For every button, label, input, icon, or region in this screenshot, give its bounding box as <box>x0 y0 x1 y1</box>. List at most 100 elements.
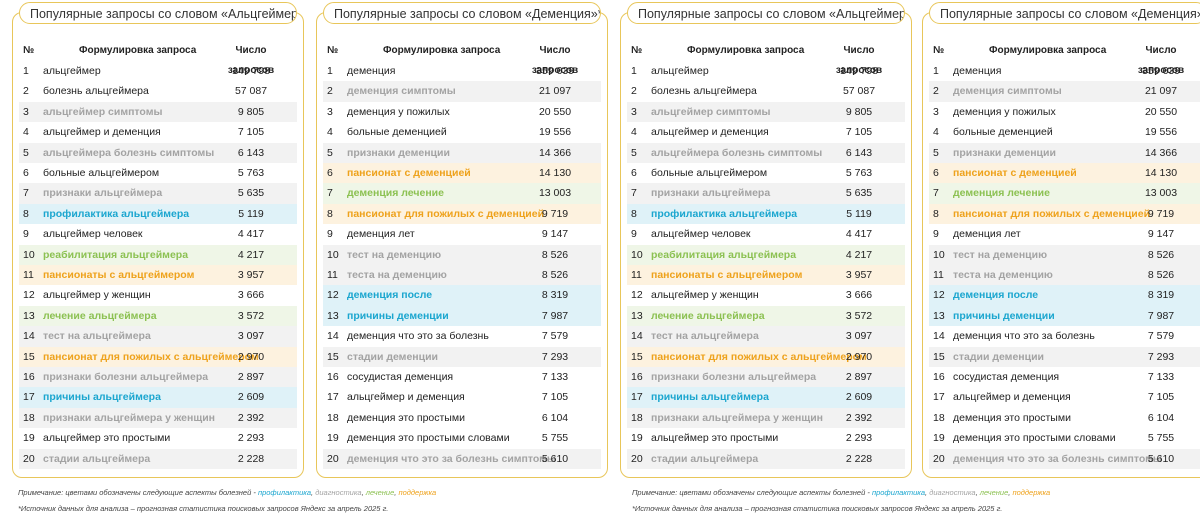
table-row: 16 признаки болезни альцгеймера 2 897 <box>627 367 905 388</box>
legend-part: диагностика <box>315 488 362 497</box>
table-row: 8 профилактика альцгеймера 5 119 <box>627 203 905 225</box>
header-cell: Формулировка запроса <box>79 45 197 56</box>
query-count: 7 105 <box>1147 391 1175 404</box>
query-count: 359 639 <box>536 65 574 77</box>
query-text: пансионаты с альцгеймером <box>43 269 195 281</box>
table-row: 6 больные альцгеймером 5 763 <box>19 163 297 183</box>
table-row: 17 причины альцгеймера 2 609 <box>19 387 297 408</box>
row-number: 8 <box>23 207 29 220</box>
table-row: 5 альцгеймера болезнь симптомы 6 143 <box>19 142 297 163</box>
query-text: теста на деменцию <box>953 269 1053 281</box>
query-count: 2 609 <box>845 391 873 404</box>
table-row: 10 тест на деменцию 8 526 <box>929 244 1200 265</box>
row-number: 20 <box>933 452 945 465</box>
query-text: признаки болезни альцгеймера <box>43 371 209 383</box>
query-count: 2 293 <box>845 432 873 445</box>
header-row: № Формулировка запроса Число запросов <box>627 41 905 76</box>
query-text: альцгеймера болезнь симптомы <box>43 146 215 159</box>
query-text: деменция у пожилых <box>347 105 450 118</box>
legend-part: , <box>925 488 930 497</box>
row-number: 11 <box>327 269 338 281</box>
row-number: 18 <box>23 411 35 424</box>
header-cell: Число запросов <box>227 45 275 76</box>
row-number: 5 <box>23 146 29 159</box>
query-text: тест на альцгеймера <box>651 330 759 343</box>
table-row: 18 признаки альцгеймера у женщин 2 392 <box>19 407 297 429</box>
query-count: 8 526 <box>541 248 569 261</box>
table-row: 18 признаки альцгеймера у женщин 2 392 <box>627 407 905 429</box>
header-cell: № <box>327 45 339 56</box>
row-number: 2 <box>327 85 333 98</box>
query-count: 5 610 <box>1147 452 1175 465</box>
row-number: 2 <box>631 85 637 98</box>
query-count: 6 143 <box>845 146 873 159</box>
legend-part: диагностика <box>929 488 976 497</box>
query-text: признаки альцгеймера <box>43 187 163 200</box>
query-text: признаки болезни альцгеймера <box>651 371 817 383</box>
table-row: 4 альцгеймер и деменция 7 105 <box>19 122 297 142</box>
row-number: 6 <box>327 167 333 179</box>
row-number: 18 <box>327 411 339 424</box>
query-text: альцгеймер это простыми <box>651 432 779 445</box>
query-count: 149 798 <box>840 65 878 77</box>
query-text: теста на деменцию <box>347 269 447 281</box>
table-row: 17 альцгеймер и деменция 7 105 <box>929 387 1200 407</box>
query-count: 19 556 <box>538 126 572 139</box>
table-row: 17 альцгеймер и деменция 7 105 <box>323 387 601 407</box>
query-text: сосудистая деменция <box>953 371 1060 383</box>
query-text: тест на альцгеймера <box>43 330 151 343</box>
table-row: 14 деменция что это за болезнь 7 579 <box>323 326 601 346</box>
table-row: 18 деменция это простыми 6 104 <box>929 408 1200 428</box>
query-text: деменция после <box>953 289 1039 302</box>
query-text: причины деменции <box>953 309 1055 322</box>
query-text: альцгеймер и деменция <box>651 126 769 139</box>
row-number: 16 <box>327 371 339 383</box>
query-text: причины альцгеймера <box>651 391 769 404</box>
query-text: признаки деменции <box>953 146 1056 159</box>
query-text: альцгеймер человек <box>651 228 751 241</box>
header-cell: Число запросов <box>1137 45 1185 76</box>
legend-part: Примечание: цветами обозначены следующие… <box>632 488 872 497</box>
row-number: 8 <box>631 207 637 220</box>
note-legend: Примечание: цветами обозначены следующие… <box>632 488 1050 497</box>
query-text: деменция что это за болезнь симптомы <box>347 452 556 465</box>
row-number: 1 <box>933 65 939 77</box>
row-number: 20 <box>327 452 339 465</box>
table-row: 4 больные деменцией 19 556 <box>323 122 601 142</box>
table-row: 16 сосудистая деменция 7 133 <box>929 367 1200 387</box>
query-text: альцгеймер человек <box>43 228 143 241</box>
query-count: 7 105 <box>845 126 873 139</box>
query-text: причины деменции <box>347 309 449 322</box>
query-text: болезнь альцгеймера <box>43 85 149 98</box>
row-number: 1 <box>23 65 29 77</box>
legend-part: , <box>394 488 399 497</box>
table-row: 12 альцгеймер у женщин 3 666 <box>627 285 905 305</box>
row-number: 5 <box>933 146 939 159</box>
query-count: 9 719 <box>541 207 569 220</box>
table-row: 20 стадии альцгеймера 2 228 <box>627 448 905 469</box>
query-text: альцгеймер это простыми <box>43 432 171 445</box>
query-count: 9 147 <box>541 228 569 241</box>
row-number: 16 <box>23 371 35 383</box>
table-row: 8 профилактика альцгеймера 5 119 <box>19 203 297 225</box>
table-row: 3 деменция у пожилых 20 550 <box>929 102 1200 122</box>
query-count: 3 957 <box>237 269 265 281</box>
table-row: 12 деменция после 8 319 <box>929 285 1200 306</box>
query-text: больные альцгеймером <box>43 167 160 179</box>
table-row: 13 причины деменции 7 987 <box>323 305 601 327</box>
query-count: 7 293 <box>1147 350 1175 363</box>
table-row: 3 альцгеймер симптомы 9 805 <box>19 101 297 123</box>
row-number: 13 <box>631 309 643 322</box>
query-text: деменция <box>953 65 1002 77</box>
query-text: деменция что это за болезнь <box>347 330 489 343</box>
query-text: профилактика альцгеймера <box>43 207 190 220</box>
table-row: 19 альцгеймер это простыми 2 293 <box>627 428 905 448</box>
query-count: 2 293 <box>237 432 265 445</box>
query-count: 8 526 <box>1147 269 1175 281</box>
table-row: 15 пансионат для пожилых с альцгеймером 2 … <box>627 346 905 367</box>
table-row: 13 лечение альцгеймера 3 572 <box>19 305 297 327</box>
row-number: 14 <box>327 330 339 343</box>
row-number: 17 <box>23 391 35 404</box>
table-row: 6 больные альцгеймером 5 763 <box>627 163 905 183</box>
query-count: 9 147 <box>1147 228 1175 241</box>
